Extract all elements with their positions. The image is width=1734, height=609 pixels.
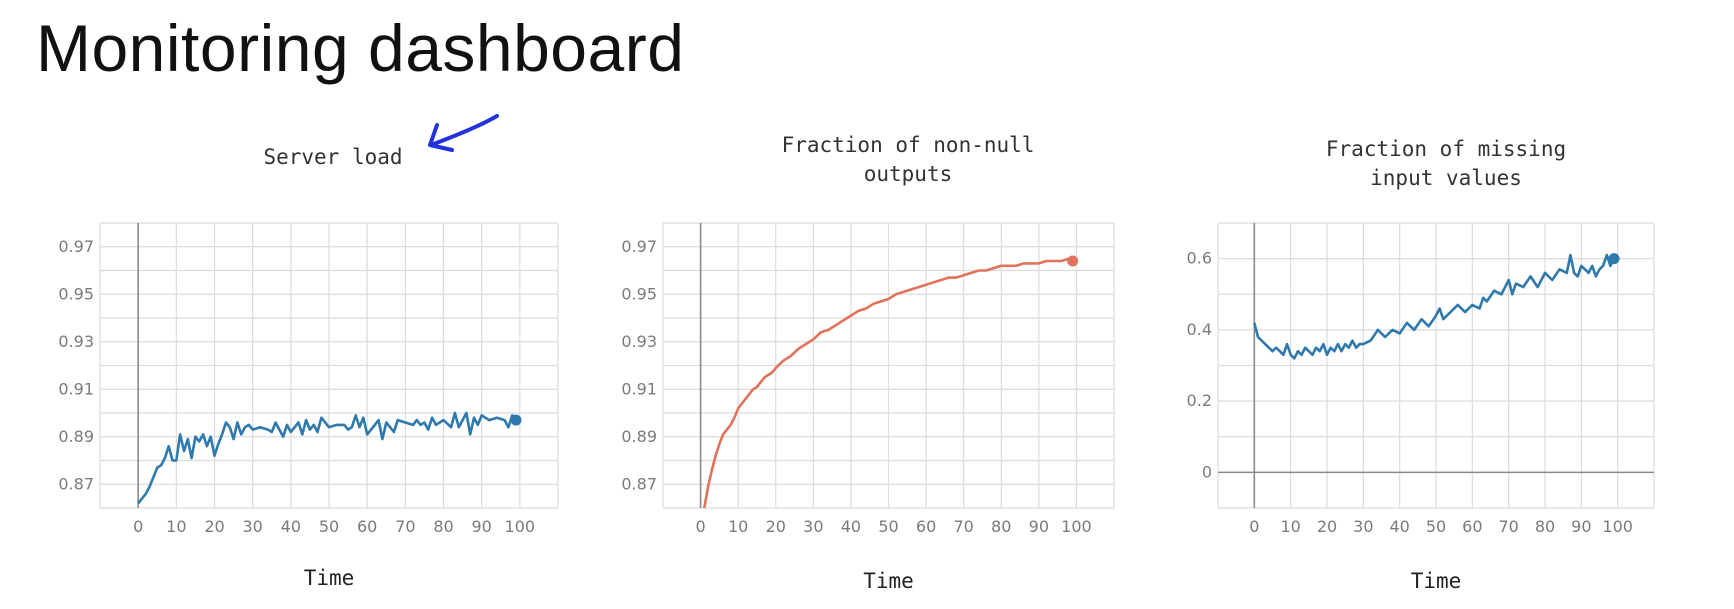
- y-tick-label: 0.97: [621, 237, 657, 256]
- series-line: [137, 411, 518, 505]
- y-tick-label: 0.91: [621, 379, 657, 398]
- y-tick-label: 0.95: [58, 284, 94, 303]
- y-tick-label: 0.95: [621, 284, 657, 303]
- chart-title: outputs: [864, 162, 953, 186]
- series-end-point: [1067, 255, 1079, 267]
- x-tick-label: 100: [1602, 517, 1633, 536]
- chart-title: Fraction of missing: [1326, 137, 1566, 161]
- y-tick-label: 0.89: [621, 427, 657, 446]
- arrow-head: [428, 123, 454, 152]
- x-tick-label: 70: [395, 517, 415, 536]
- x-tick-label: 0: [695, 517, 705, 536]
- x-tick-label: 20: [1317, 517, 1337, 536]
- y-tick-label: 0.93: [621, 332, 657, 351]
- x-tick-label: 40: [1389, 517, 1409, 536]
- x-tick-label: 100: [1061, 517, 1092, 536]
- x-tick-label: 30: [803, 517, 823, 536]
- fraction-missing-chart: 0 0.2 0.4 0.6 0 10 20 30 40 50 60 70 80 90 100 Fraction…: [1187, 137, 1655, 593]
- x-axis-title: Time: [1411, 569, 1462, 593]
- y-tick-label: 0.89: [58, 427, 94, 446]
- x-axis-title: Time: [863, 569, 914, 593]
- x-tick-label: 70: [953, 517, 973, 536]
- y-tick-label: 0.4: [1187, 320, 1212, 339]
- x-tick-label: 80: [991, 517, 1011, 536]
- x-tick-label: 50: [1426, 517, 1446, 536]
- x-tick-label: 80: [433, 517, 453, 536]
- series-line: [703, 257, 1074, 509]
- y-tick-label: 0.2: [1187, 391, 1212, 410]
- server-load-chart: 0.87 0.89 0.91 0.93 0.95 0.97 0 10 20 30 40 50 60 70 8…: [58, 145, 559, 590]
- x-tick-label: 10: [1280, 517, 1300, 536]
- y-tick-label: 0.93: [58, 332, 94, 351]
- chart-title: Server load: [263, 145, 402, 169]
- x-tick-label: 70: [1498, 517, 1518, 536]
- x-axis-title: Time: [304, 566, 355, 590]
- x-tick-label: 80: [1535, 517, 1555, 536]
- x-tick-label: 40: [841, 517, 861, 536]
- x-tick-label: 90: [1571, 517, 1591, 536]
- series-end-point: [510, 414, 522, 426]
- x-tick-label: 60: [916, 517, 936, 536]
- fraction-non-null-chart: 0.87 0.89 0.91 0.93 0.95 0.97 0 10 20 30 40 50 60 70 8…: [621, 133, 1115, 593]
- arrow-shaft: [429, 114, 499, 147]
- x-tick-label: 0: [133, 517, 143, 536]
- x-tick-label: 50: [319, 517, 339, 536]
- page-title: Monitoring dashboard: [36, 11, 685, 85]
- x-tick-label: 20: [766, 517, 786, 536]
- arrow-pointing-left-icon: [428, 114, 499, 152]
- x-tick-label: 60: [1462, 517, 1482, 536]
- y-tick-label: 0.87: [58, 474, 94, 493]
- x-tick-label: 90: [1029, 517, 1049, 536]
- chart-title: input values: [1370, 166, 1522, 190]
- x-tick-label: 50: [878, 517, 898, 536]
- series-end-point: [1608, 253, 1620, 265]
- y-tick-label: 0.87: [621, 474, 657, 493]
- chart-title: Fraction of non-null: [782, 133, 1035, 157]
- x-tick-label: 40: [281, 517, 301, 536]
- x-tick-label: 30: [242, 517, 262, 536]
- series-line: [1253, 253, 1616, 360]
- y-tick-label: 0.97: [58, 237, 94, 256]
- x-tick-label: 90: [471, 517, 491, 536]
- x-tick-label: 10: [728, 517, 748, 536]
- x-tick-label: 30: [1353, 517, 1373, 536]
- x-tick-label: 10: [166, 517, 186, 536]
- x-tick-label: 0: [1249, 517, 1259, 536]
- y-tick-label: 0.91: [58, 379, 94, 398]
- x-tick-label: 100: [505, 517, 536, 536]
- x-tick-label: 60: [357, 517, 377, 536]
- y-tick-label: 0.6: [1187, 249, 1212, 268]
- x-tick-label: 20: [204, 517, 224, 536]
- y-tick-label: 0: [1202, 462, 1212, 481]
